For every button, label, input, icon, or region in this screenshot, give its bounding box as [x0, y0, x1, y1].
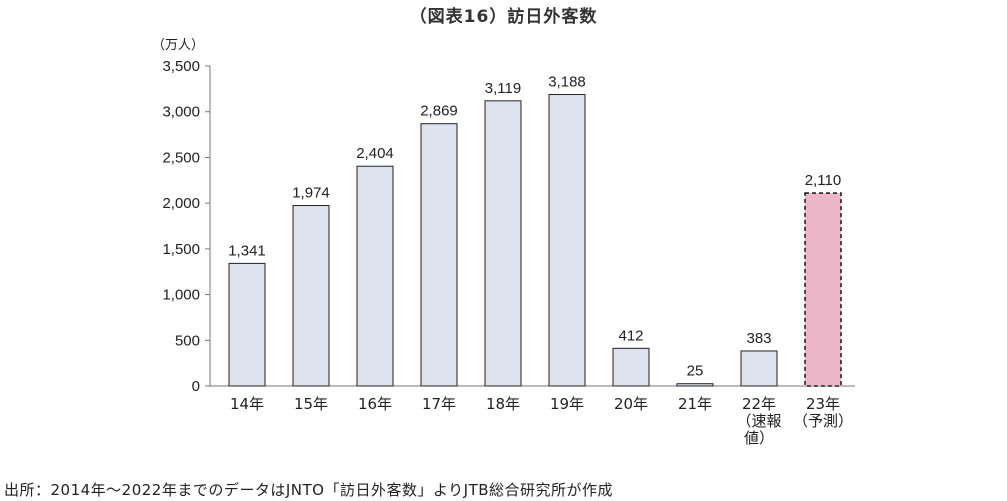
bar-forecast [804, 192, 842, 387]
x-tick-label: 16年 [358, 395, 392, 413]
x-tick-label: 15年 [294, 395, 328, 413]
data-label: 2,110 [805, 172, 841, 189]
x-tick-label: 23年 [806, 395, 840, 413]
data-label: 412 [618, 327, 643, 344]
x-tick-label: 14年 [230, 395, 264, 413]
y-tick-label: 3,500 [162, 58, 200, 75]
x-tick-label: 18年 [486, 395, 520, 413]
bar [356, 165, 394, 387]
bar [676, 383, 714, 387]
x-tick-label: （速報 [736, 412, 781, 430]
y-axis-unit: （万人） [152, 38, 204, 53]
y-tick-label: 2,000 [162, 195, 200, 212]
x-tick-label: （予測） [793, 412, 853, 430]
bar [292, 205, 330, 387]
data-label: 3,119 [485, 80, 521, 97]
y-tick-label: 1,000 [162, 287, 200, 304]
y-tick-label: 0 [192, 378, 200, 395]
bar [228, 262, 266, 387]
data-label: 2,404 [356, 145, 394, 162]
source-note: 出所：2014年〜2022年までのデータはJNTO「訪日外客数」よりJTB総合研… [4, 481, 614, 499]
y-tick-label: 1,500 [162, 241, 200, 258]
data-label: 3,188 [548, 74, 586, 91]
data-label: 383 [746, 330, 771, 347]
data-label: 1,974 [292, 185, 330, 202]
x-tick-label: 17年 [422, 395, 456, 413]
data-label: 2,869 [420, 103, 458, 120]
bar [740, 350, 778, 387]
y-tick-label: 3,000 [162, 104, 200, 121]
data-label: 1,341 [228, 242, 266, 259]
bar [548, 94, 586, 387]
bar [484, 100, 522, 387]
y-tick-label: 500 [175, 332, 200, 349]
x-tick-label: 21年 [678, 395, 712, 413]
x-tick-label: 値） [744, 429, 774, 447]
chart-title: （図表16）訪日外客数 [409, 7, 598, 27]
bar [420, 123, 458, 387]
bar-chart: （万人） 0 500 1,000 1,500 2,000 2,500 3,000 3,500 1,… [152, 38, 855, 447]
y-tick-label: 2,500 [162, 149, 200, 166]
x-tick-label: 22年 [742, 395, 776, 413]
x-tick-label: 20年 [614, 395, 648, 413]
data-label: 25 [687, 363, 704, 380]
bar [612, 347, 650, 387]
x-tick-label: 19年 [550, 395, 584, 413]
